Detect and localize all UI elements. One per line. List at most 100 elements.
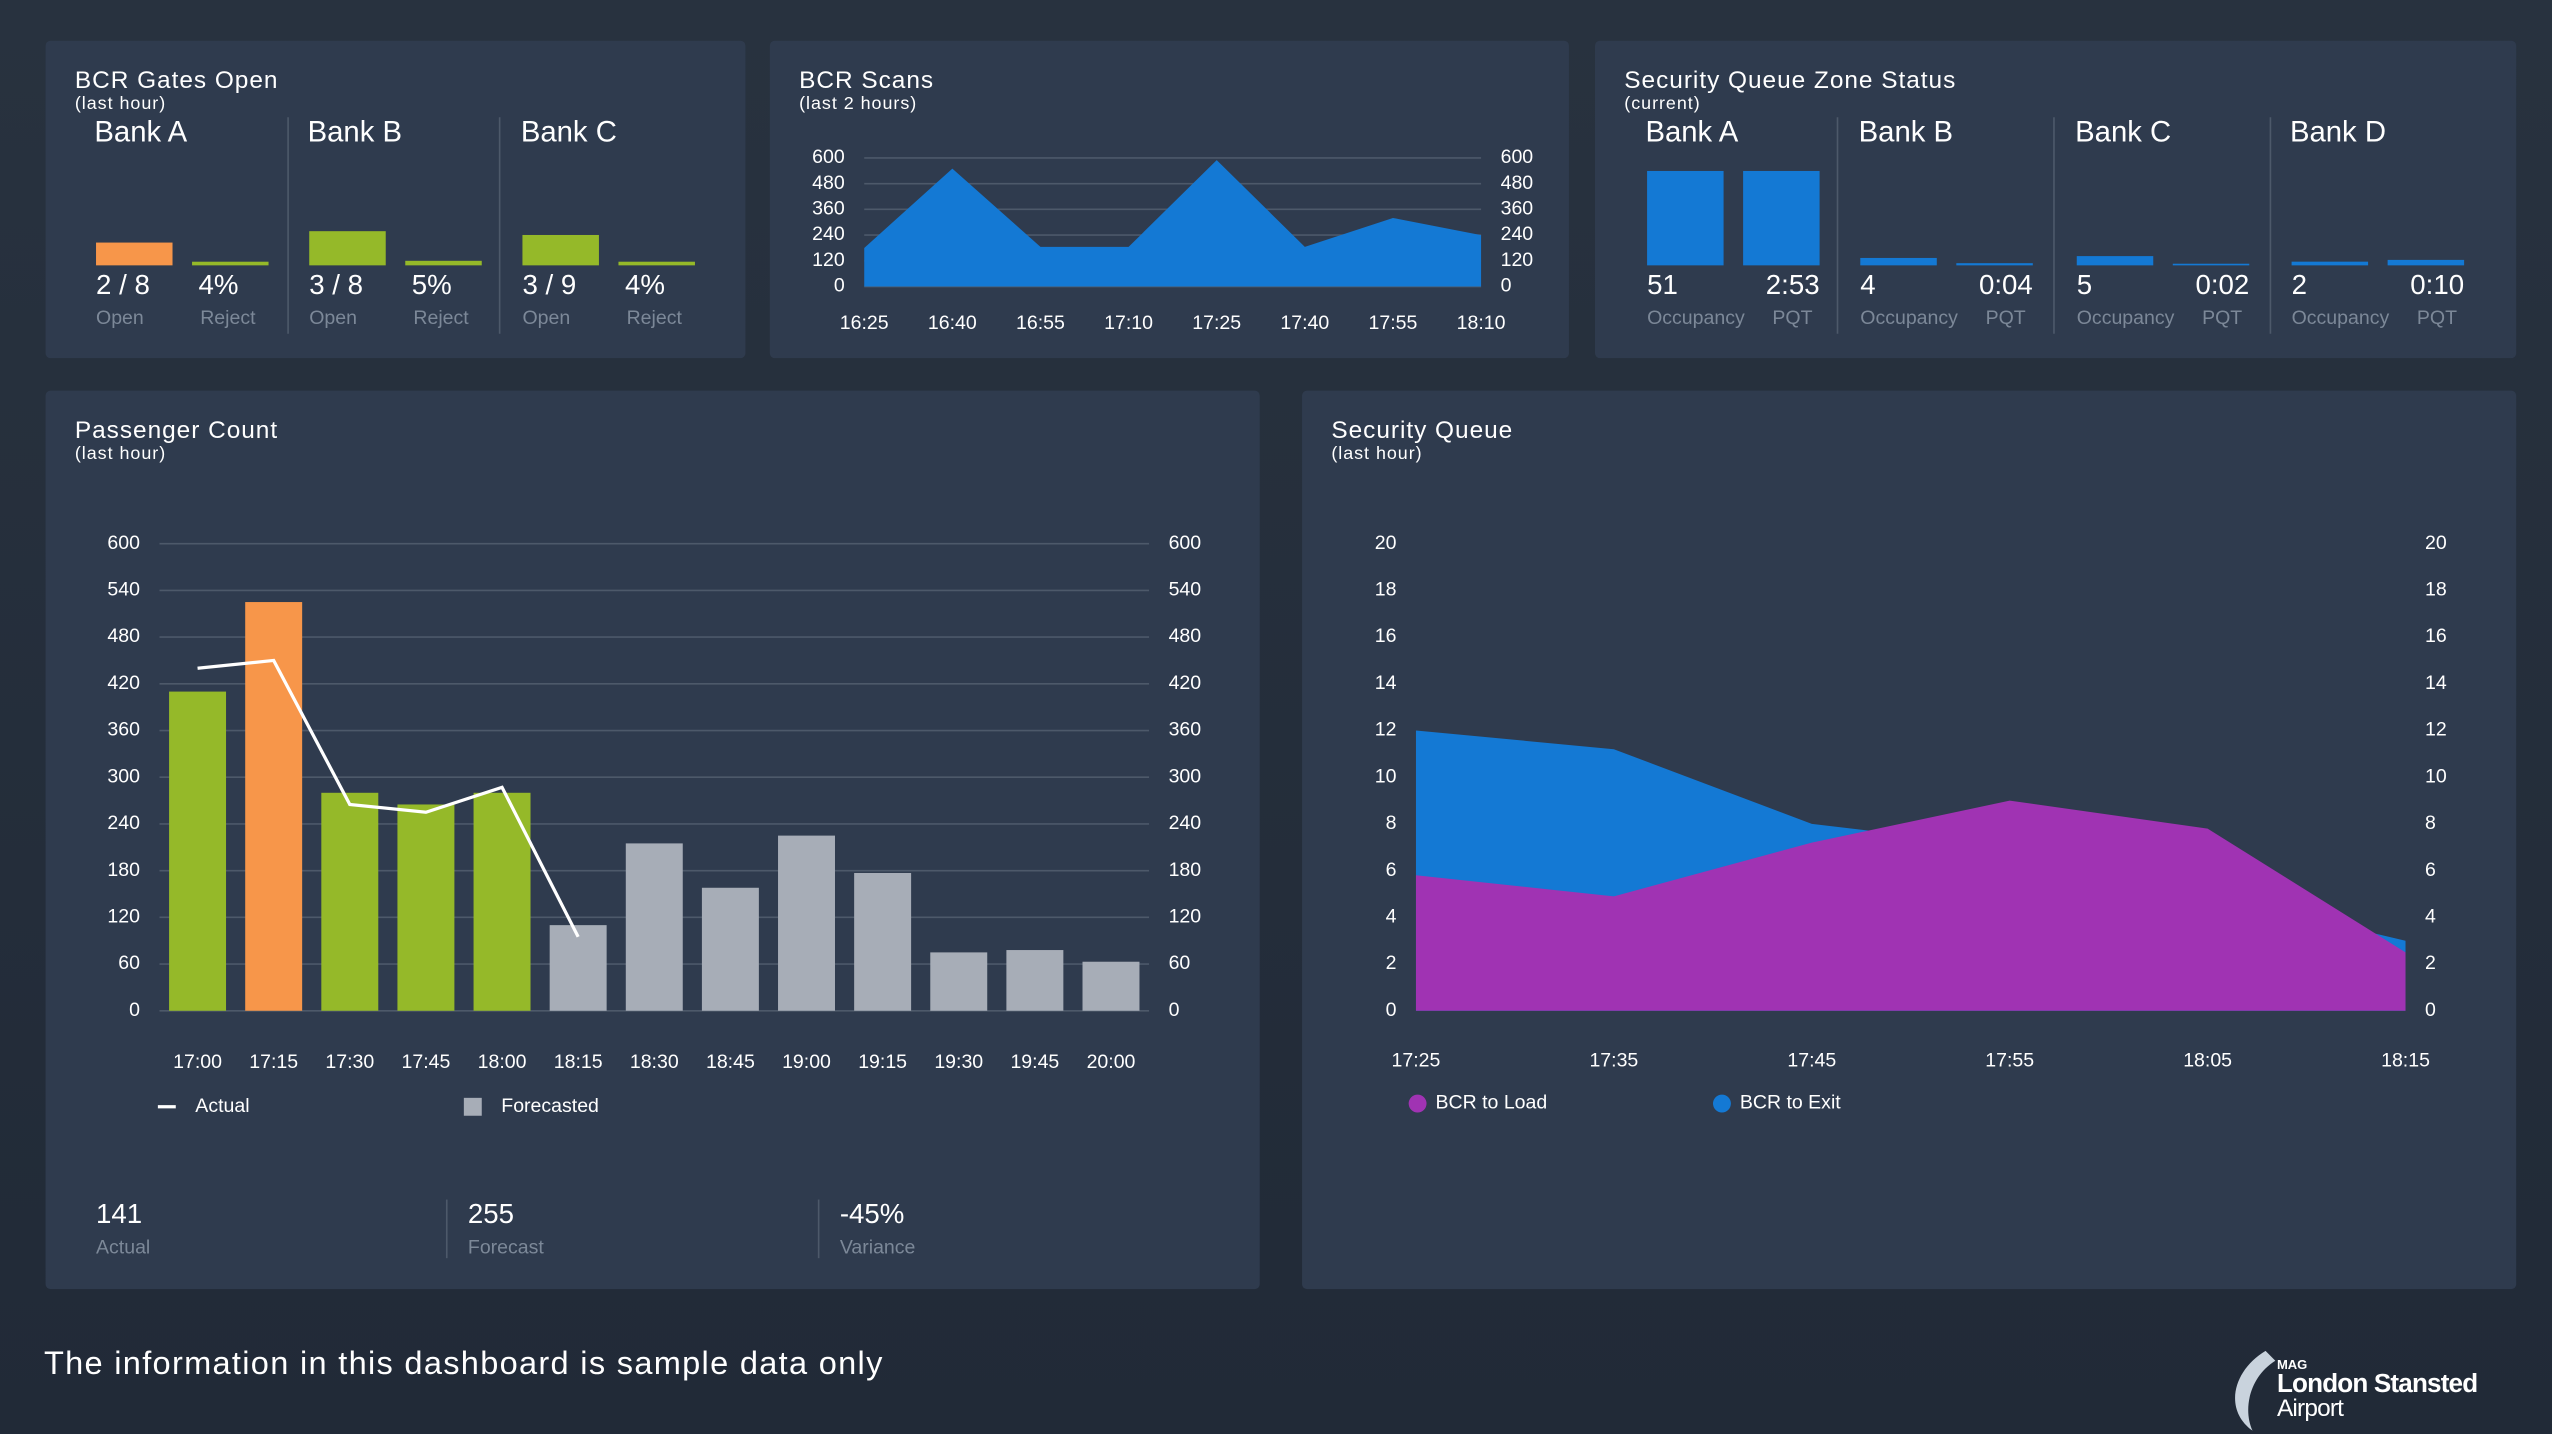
bank-name: Bank C	[521, 115, 617, 148]
kpi-value: 4%	[199, 269, 239, 300]
line	[197, 658, 580, 938]
y2-tick-label: 16	[2425, 625, 2447, 647]
y-tick-label: 14	[1375, 672, 1397, 694]
y2-tick-label: 0	[1169, 999, 1180, 1021]
y2-tick-label: 360	[1169, 719, 1202, 741]
x-tick-label: 17:45	[1787, 1049, 1836, 1071]
footer-note: The information in this dashboard is sam…	[44, 1345, 884, 1381]
y2-tick-label: 480	[1169, 625, 1202, 647]
kpi-bar	[1743, 170, 1820, 266]
legend-label: BCR to Exit	[1740, 1092, 1841, 1114]
y-tick-label: 12	[1375, 719, 1397, 741]
x-tick-label: 19:00	[782, 1051, 831, 1073]
panel-subtitle: (last 2 hours)	[799, 93, 917, 113]
stat-value: 141	[96, 1198, 142, 1229]
x-tick-label: 18:45	[706, 1051, 755, 1073]
panel	[45, 40, 746, 359]
stat-value: 255	[468, 1198, 514, 1229]
y-tick-label: 600	[107, 532, 140, 554]
x-tick-label: 16:40	[928, 312, 977, 334]
kpi-bar	[618, 261, 695, 266]
bar	[625, 843, 683, 1011]
kpi-caption: Occupancy	[2077, 307, 2175, 329]
x-tick-label: 18:10	[1457, 312, 1506, 334]
y2-tick-label: 0	[1501, 275, 1512, 297]
bank-name: Bank D	[2290, 115, 2386, 148]
x-tick-label: 17:35	[1589, 1049, 1638, 1071]
stat-value: -45%	[840, 1198, 905, 1229]
kpi-bar	[2387, 259, 2465, 266]
y-tick-label: 0	[129, 999, 140, 1021]
x-tick-label: 17:45	[401, 1051, 450, 1073]
x-tick-label: 20:00	[1087, 1051, 1136, 1073]
kpi-bar	[2076, 256, 2154, 266]
y-tick-label: 0	[1386, 999, 1397, 1021]
kpi-bar	[2172, 263, 2250, 266]
y-tick-label: 8	[1386, 812, 1397, 834]
x-tick-label: 17:10	[1104, 312, 1153, 334]
y-tick-label: 4	[1386, 906, 1397, 928]
kpi-value: 2 / 8	[96, 269, 150, 300]
kpi-caption: Reject	[200, 307, 256, 329]
bar	[245, 602, 303, 1011]
kpi-caption: Occupancy	[1860, 307, 1958, 329]
panel-subtitle: (last hour)	[75, 93, 166, 113]
y-tick-label: 60	[118, 952, 140, 974]
y2-tick-label: 6	[2425, 859, 2436, 881]
kpi-value: 0:02	[2195, 269, 2249, 300]
y-tick-label: 120	[107, 906, 140, 928]
x-tick-label: 17:25	[1192, 312, 1241, 334]
x-tick-label: 16:25	[840, 312, 889, 334]
y2-tick-label: 0	[2425, 999, 2436, 1021]
legend-swatch	[1712, 1094, 1731, 1113]
x-tick-label: 17:00	[173, 1051, 222, 1073]
kpi-caption: Reject	[627, 307, 683, 329]
kpi-bar	[96, 242, 173, 266]
kpi-bar	[1647, 170, 1724, 266]
panel-title: BCR Scans	[799, 67, 934, 94]
bar	[701, 887, 759, 1011]
y2-tick-label: 300	[1169, 765, 1202, 787]
kpi-value: 4%	[625, 269, 665, 300]
kpi-caption: PQT	[1986, 307, 2026, 329]
kpi-caption: PQT	[2202, 307, 2242, 329]
logo-brand: MAG	[2277, 1357, 2307, 1372]
y2-tick-label: 480	[1501, 172, 1534, 194]
kpi-caption: Open	[309, 307, 357, 329]
bank-name: Bank A	[1645, 115, 1738, 148]
x-tick-label: 19:45	[1010, 1051, 1059, 1073]
panel-title: Security Queue Zone Status	[1624, 67, 1956, 94]
y-tick-label: 18	[1375, 579, 1397, 601]
y2-tick-label: 240	[1169, 812, 1202, 834]
kpi-value: 2:53	[1766, 269, 1820, 300]
bar	[549, 925, 607, 1011]
kpi-value: 0:10	[2410, 269, 2464, 300]
kpi-caption: Occupancy	[2292, 307, 2390, 329]
y2-tick-label: 8	[2425, 812, 2436, 834]
kpi-bar	[1860, 257, 1937, 266]
bar	[169, 691, 227, 1011]
y2-tick-label: 18	[2425, 579, 2447, 601]
legend-swatch	[463, 1097, 482, 1116]
y2-tick-label: 14	[2425, 672, 2447, 694]
x-tick-label: 17:30	[325, 1051, 374, 1073]
bar	[930, 952, 988, 1011]
kpi-value: 2	[2292, 269, 2307, 300]
kpi-value: 0:04	[1979, 269, 2033, 300]
x-tick-label: 17:15	[249, 1051, 298, 1073]
logo-sub: Airport	[2277, 1395, 2344, 1422]
x-tick-label: 19:15	[858, 1051, 907, 1073]
y-tick-label: 120	[812, 249, 845, 271]
bar	[1082, 961, 1140, 1011]
y-tick-label: 20	[1375, 532, 1397, 554]
y2-tick-label: 120	[1169, 906, 1202, 928]
y-tick-label: 300	[107, 765, 140, 787]
y2-tick-label: 20	[2425, 532, 2447, 554]
y-tick-label: 600	[812, 146, 845, 168]
kpi-value: 3 / 8	[309, 269, 363, 300]
kpi-caption: Open	[96, 307, 144, 329]
bank-name: Bank C	[2075, 115, 2171, 148]
kpi-value: 5%	[412, 269, 452, 300]
logo-mark	[2235, 1350, 2276, 1431]
x-tick-label: 18:05	[2183, 1049, 2232, 1071]
